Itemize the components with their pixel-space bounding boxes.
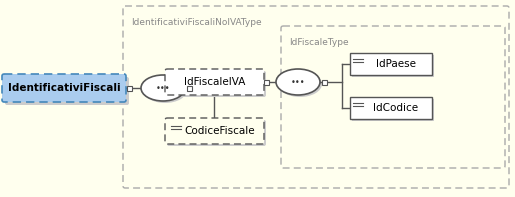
Text: IdFiscaleType: IdFiscaleType bbox=[289, 38, 349, 47]
FancyBboxPatch shape bbox=[123, 6, 509, 188]
Text: IdFiscaleIVA: IdFiscaleIVA bbox=[184, 77, 245, 87]
FancyBboxPatch shape bbox=[167, 120, 266, 146]
Ellipse shape bbox=[143, 77, 187, 103]
Text: IdPaese: IdPaese bbox=[376, 59, 416, 69]
Bar bbox=[350, 97, 432, 119]
Bar bbox=[352, 55, 434, 77]
Text: IdentificativiFiscali: IdentificativiFiscali bbox=[8, 83, 121, 93]
Text: •••: ••• bbox=[290, 77, 305, 86]
Text: CodiceFiscale: CodiceFiscale bbox=[184, 126, 255, 136]
Text: IdCodice: IdCodice bbox=[373, 103, 419, 113]
Bar bbox=[352, 99, 434, 121]
FancyBboxPatch shape bbox=[281, 26, 505, 168]
Bar bbox=[187, 85, 192, 90]
FancyBboxPatch shape bbox=[167, 71, 266, 97]
Ellipse shape bbox=[141, 75, 185, 101]
Text: IdentificativiFiscaliNoIVAType: IdentificativiFiscaliNoIVAType bbox=[131, 18, 262, 27]
FancyBboxPatch shape bbox=[165, 118, 264, 144]
FancyBboxPatch shape bbox=[5, 77, 129, 105]
Bar bbox=[127, 85, 132, 90]
FancyBboxPatch shape bbox=[2, 74, 126, 102]
FancyBboxPatch shape bbox=[165, 69, 264, 95]
Ellipse shape bbox=[278, 71, 322, 97]
Bar bbox=[264, 80, 269, 85]
Bar bbox=[350, 53, 432, 75]
Bar bbox=[322, 80, 327, 85]
Text: •••: ••• bbox=[156, 84, 170, 93]
Ellipse shape bbox=[276, 69, 320, 95]
